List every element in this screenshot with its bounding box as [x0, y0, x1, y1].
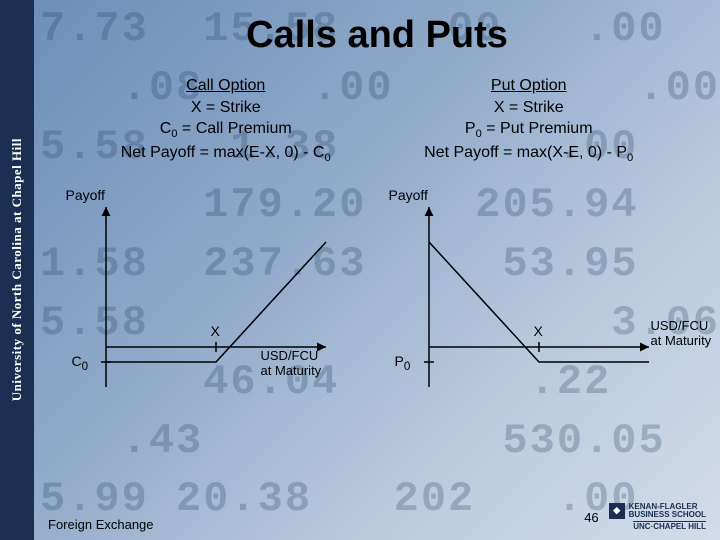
put-chart-svg	[389, 187, 689, 407]
footer-left: Foreign Exchange	[48, 517, 154, 532]
put-line1: X = Strike	[424, 97, 633, 119]
put-line3: Net Payoff = max(X-E, 0) - P0	[424, 142, 633, 166]
option-definitions: Call Option X = Strike C0 = Call Premium…	[34, 75, 720, 167]
call-line3: Net Payoff = max(E-X, 0) - C0	[121, 142, 331, 166]
call-line2: C0 = Call Premium	[121, 118, 331, 142]
footer: Foreign Exchange 46 ◆ KENAN-FLAGLER BUSI…	[48, 503, 706, 532]
call-option-def: Call Option X = Strike C0 = Call Premium…	[121, 75, 331, 167]
put-premium-label: P0	[395, 353, 411, 373]
sidebar-university-text: University of North Carolina at Chapel H…	[9, 138, 25, 401]
put-heading: Put Option	[424, 75, 633, 97]
logo-mark-icon: ◆	[609, 503, 625, 519]
school-logo: ◆ KENAN-FLAGLER BUSINESS SCHOOL UNC·CHAP…	[609, 503, 706, 532]
page-number: 46	[584, 510, 598, 525]
sidebar: University of North Carolina at Chapel H…	[0, 0, 34, 540]
call-premium-label: C0	[72, 353, 89, 373]
put-option-def: Put Option X = Strike P0 = Put Premium N…	[424, 75, 633, 167]
content-area: Calls and Puts Call Option X = Strike C0…	[34, 0, 720, 540]
footer-right: 46 ◆ KENAN-FLAGLER BUSINESS SCHOOL UNC·C…	[584, 503, 706, 532]
page-title: Calls and Puts	[34, 14, 720, 57]
call-xaxis-label: USD/FCU at Maturity	[261, 349, 322, 379]
charts-row: Payoff X C0 USD/FCU at Ma	[34, 187, 720, 407]
call-line1: X = Strike	[121, 97, 331, 119]
call-x-label: X	[211, 323, 220, 339]
put-xaxis-label: USD/FCU at Maturity	[651, 319, 712, 349]
put-line2: P0 = Put Premium	[424, 118, 633, 142]
put-x-label: X	[534, 323, 543, 339]
put-chart: Payoff X P0 USD/FCU at Maturity	[389, 187, 689, 407]
call-chart: Payoff X C0 USD/FCU at Ma	[66, 187, 366, 407]
call-heading: Call Option	[121, 75, 331, 97]
